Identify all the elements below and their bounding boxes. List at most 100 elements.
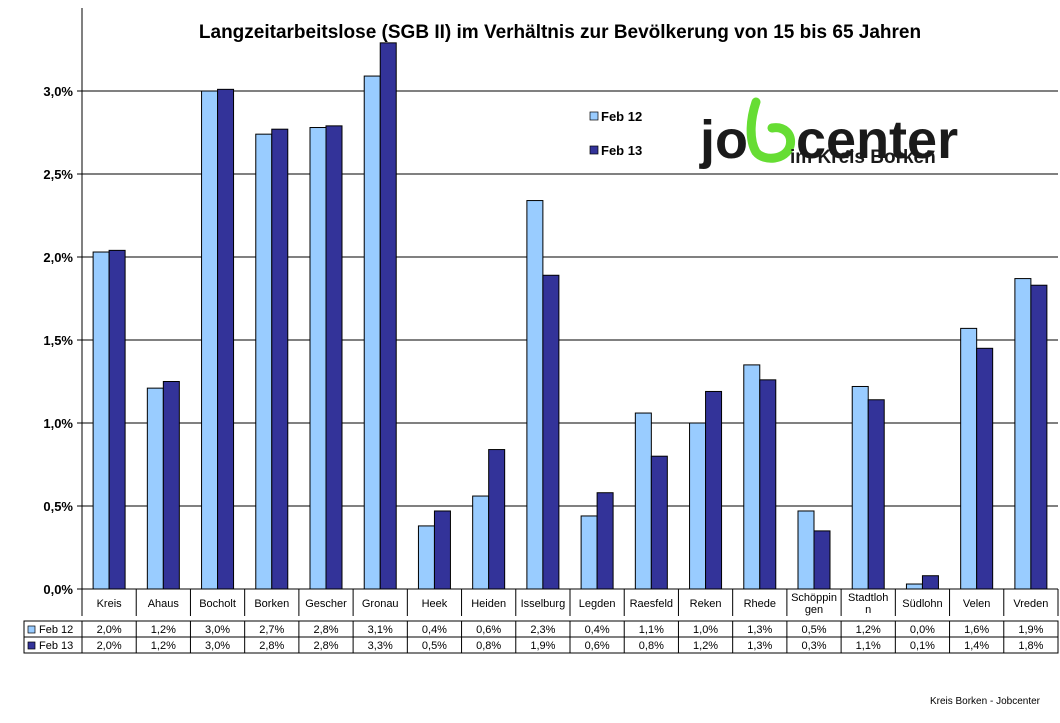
bar-feb-12 xyxy=(797,510,815,590)
table-cell: 0,5% xyxy=(801,624,826,636)
table-series-key xyxy=(27,641,36,650)
table-cell: 0,6% xyxy=(585,640,610,652)
bar-feb-13 xyxy=(596,492,614,590)
bar-feb-13 xyxy=(271,128,289,590)
bar-feb-13 xyxy=(325,125,343,590)
table-series-name: Feb 13 xyxy=(39,640,73,652)
bar-feb-12 xyxy=(905,583,923,590)
table-cell: 3,0% xyxy=(205,624,230,636)
table-cell: 3,3% xyxy=(368,640,393,652)
bar-feb-12 xyxy=(526,200,544,590)
bar-feb-12 xyxy=(417,525,435,590)
category-label: Rhede xyxy=(744,598,776,610)
bar-feb-13 xyxy=(108,249,126,590)
bar-feb-12 xyxy=(472,495,490,590)
y-axis: 0,0% 0,5% 1,0% 1,5% 2,0% 2,5% 3,0% xyxy=(43,8,83,597)
logo-text-center: center xyxy=(796,110,958,170)
category-label: Heek xyxy=(422,598,448,610)
category-label: Bocholt xyxy=(199,598,236,610)
category-label: Reken xyxy=(690,598,722,610)
category-label: Borken xyxy=(254,598,289,610)
bar-feb-12 xyxy=(201,90,219,590)
table-cell: 1,4% xyxy=(964,640,989,652)
category-label: Gronau xyxy=(362,598,399,610)
table-cell: 1,1% xyxy=(856,640,881,652)
jobcenter-logo: jo center im Kreis Borken xyxy=(699,97,958,170)
footer-credit: Kreis Borken - Jobcenter xyxy=(929,696,1040,707)
logo-subtitle: im Kreis Borken xyxy=(790,147,936,168)
table-cell: 0,8% xyxy=(476,640,501,652)
bar-feb-12 xyxy=(1014,278,1032,590)
table-cell: 2,8% xyxy=(313,640,338,652)
bar-feb-13 xyxy=(433,510,451,590)
bar-feb-12 xyxy=(851,385,869,590)
category-labels: Kreis Ahaus Bocholt Borken Gescher Gronau Heek… xyxy=(97,592,1049,616)
bar-feb-12 xyxy=(580,515,598,590)
category-label: Isselburg xyxy=(521,598,566,610)
bar-feb-12 xyxy=(255,133,273,590)
table-cell: 2,3% xyxy=(530,624,555,636)
category-label: Raesfeld xyxy=(630,598,673,610)
legend-label: Feb 13 xyxy=(601,143,642,158)
y-tick-label: 2,5% xyxy=(43,167,73,182)
table-cell: 1,2% xyxy=(151,640,176,652)
table-cell: 1,2% xyxy=(856,624,881,636)
legend: Feb 12 Feb 13 xyxy=(589,109,642,158)
bar-feb-12 xyxy=(634,412,652,590)
table-cell: 2,7% xyxy=(259,624,284,636)
table-cell: 1,0% xyxy=(693,624,718,636)
table-cell: 2,8% xyxy=(313,624,338,636)
bar-feb-13 xyxy=(921,575,939,590)
category-label: Schöppin gen xyxy=(791,592,837,616)
category-label: Südlohn xyxy=(902,598,942,610)
y-tick-label: 0,5% xyxy=(43,499,73,514)
category-label: Stadtloh n xyxy=(848,592,888,616)
bar-feb-12 xyxy=(743,364,761,590)
y-tick-label: 0,0% xyxy=(43,582,73,597)
table-cell: 1,6% xyxy=(964,624,989,636)
table-cell: 0,0% xyxy=(910,624,935,636)
bar-feb-13 xyxy=(650,455,668,590)
bar-feb-13 xyxy=(217,88,235,590)
y-tick-label: 2,0% xyxy=(43,250,73,265)
table-cell: 1,2% xyxy=(693,640,718,652)
bar-feb-12 xyxy=(363,75,381,590)
table-cell: 1,9% xyxy=(530,640,555,652)
bar-feb-12 xyxy=(689,422,707,590)
bar-feb-13 xyxy=(976,347,994,590)
table-series-name: Feb 12 xyxy=(39,624,73,636)
bar-feb-13 xyxy=(542,274,560,590)
y-tick-label: 3,0% xyxy=(43,84,73,99)
category-label: Heiden xyxy=(471,598,506,610)
logo-green-b-icon xyxy=(746,97,796,163)
y-tick-label: 1,5% xyxy=(43,333,73,348)
bar-feb-12 xyxy=(309,127,327,590)
category-label: Kreis xyxy=(97,598,123,610)
bar-feb-13 xyxy=(1030,284,1048,590)
category-label: Vreden xyxy=(1013,598,1048,610)
category-label: Velen xyxy=(963,598,991,610)
table-cell: 1,3% xyxy=(747,640,772,652)
table-cell: 0,4% xyxy=(422,624,447,636)
y-tick-label: 1,0% xyxy=(43,416,73,431)
chart-title: Langzeitarbeitslose (SGB II) im Verhältn… xyxy=(199,22,921,43)
legend-key xyxy=(589,111,599,121)
table-cell: 1,8% xyxy=(1018,640,1043,652)
table-cell: 3,1% xyxy=(368,624,393,636)
bar-feb-13 xyxy=(867,399,885,590)
category-label: Ahaus xyxy=(148,598,180,610)
bar-feb-13 xyxy=(488,449,506,590)
bar-feb-12 xyxy=(92,251,110,590)
gridlines xyxy=(81,90,1059,616)
legend-key xyxy=(589,145,599,155)
bar-feb-13 xyxy=(759,379,777,590)
table-cell: 0,6% xyxy=(476,624,501,636)
data-table: Feb 12 2,0% 1,2% 3,0% 2,7% 2,8% 3,1% 0,4% 0,6% 2,… xyxy=(23,620,1059,654)
table-cell: 0,5% xyxy=(422,640,447,652)
category-label: Gescher xyxy=(305,598,347,610)
category-label: Legden xyxy=(579,598,616,610)
table-cell: 1,3% xyxy=(747,624,772,636)
logo-text-jo: jo xyxy=(699,110,748,170)
table-cell: 2,0% xyxy=(97,624,122,636)
